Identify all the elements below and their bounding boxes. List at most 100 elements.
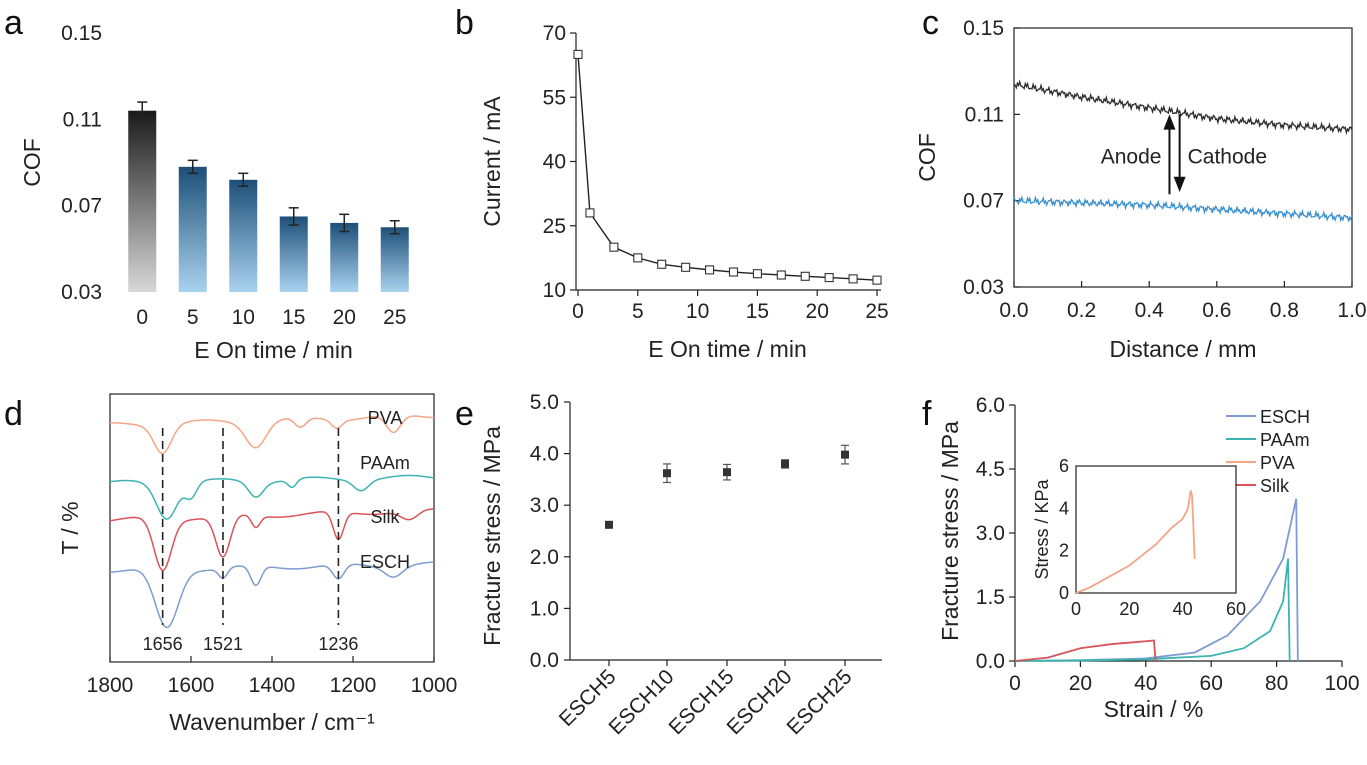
e-data-point — [781, 459, 789, 468]
d-peak-label: 1656 — [143, 634, 183, 654]
b-data-point — [657, 259, 667, 269]
d-xtick-label: 1800 — [87, 674, 134, 697]
d-ylabel: T / % — [57, 501, 83, 554]
panel-c-chart: 0.03 0.07 0.11 0.15 0.0 0.2 0.4 0.6 0.8 1.0 Anode C… — [914, 17, 1367, 362]
b-ytick-label: 70 — [543, 22, 566, 45]
b-series-line — [577, 54, 878, 281]
a-xlabel: E On time / min — [194, 337, 352, 363]
b-xtick-label: 15 — [746, 300, 769, 323]
panel-e-chart: 0.01.02.03.04.05.0ESCH5ESCH10ESCH15ESCH2… — [479, 391, 882, 739]
b-xtick-label: 25 — [865, 300, 888, 323]
panel-d-letter: d — [4, 395, 23, 433]
a-ylabel: COF — [19, 138, 45, 187]
a-xtick-label: 25 — [383, 306, 406, 329]
f-series-line — [1014, 639, 1157, 662]
b-xtick-label: 20 — [806, 300, 829, 323]
f-inset-ytick-label: 6 — [1059, 456, 1069, 476]
e-ytick-label: 4.0 — [530, 443, 559, 466]
a-bar — [380, 227, 409, 292]
c-xtick-label: 0.0 — [999, 299, 1028, 322]
b-ytick-label: 10 — [543, 279, 566, 302]
panel-d-chart: 1800 1600 1400 1200 1000 PVA PAAm Silk ESCH 1656 1… — [57, 393, 457, 735]
d-xlabel: Wavenumber / cm⁻¹ — [169, 709, 375, 735]
c-series-line — [1013, 195, 1353, 223]
c-xtick-label: 0.6 — [1202, 299, 1231, 322]
f-inset-xtick-label: 0 — [1071, 599, 1081, 619]
b-xtick-label: 5 — [632, 300, 644, 323]
b-data-point — [633, 253, 643, 263]
d-peak-label: 1236 — [318, 634, 358, 654]
f-xtick-label: 60 — [1200, 672, 1223, 695]
e-data-point — [723, 468, 731, 477]
a-bar — [229, 179, 258, 292]
b-data-point — [609, 242, 619, 252]
f-legend-label: PVA — [1260, 453, 1295, 473]
d-series-label: Silk — [370, 507, 400, 527]
d-peak-label: 1521 — [203, 634, 243, 654]
f-ytick-label: 4.5 — [976, 458, 1005, 481]
f-ytick-label: 3.0 — [976, 522, 1005, 545]
a-bar — [279, 216, 308, 292]
f-inset-ytick-label: 0 — [1059, 583, 1069, 603]
b-data-point — [705, 265, 715, 275]
b-data-point — [573, 49, 583, 59]
b-data-point — [681, 262, 691, 272]
d-plot-frame — [109, 393, 435, 663]
a-xtick-label: 0 — [136, 306, 148, 329]
b-xlabel: E On time / min — [648, 336, 806, 362]
d-series-label: ESCH — [360, 552, 410, 572]
e-xtick-label: ESCH25 — [782, 665, 856, 739]
panel-a-chart: 0.03 0.07 0.11 0.15 0 5 10 15 20 25 E On time / mi… — [19, 22, 409, 363]
d-xtick-label: 1200 — [330, 674, 377, 697]
f-ytick-label: 1.5 — [976, 586, 1005, 609]
f-xtick-label: 80 — [1265, 672, 1288, 695]
panel-f-chart: 0.01.53.04.56.00 20 40 60 80 100ESCHPAAmPVASi… — [937, 394, 1360, 722]
panel-f-letter: f — [922, 395, 932, 433]
e-ytick-label: 3.0 — [530, 494, 559, 517]
f-xtick-label: 100 — [1324, 672, 1359, 695]
b-data-point — [752, 269, 762, 279]
e-ytick-label: 0.0 — [530, 649, 559, 672]
b-data-point — [824, 273, 834, 283]
c-ytick-label: 0.11 — [965, 103, 1004, 126]
d-series-line — [109, 561, 435, 629]
f-xtick-label: 0 — [1009, 672, 1021, 695]
f-inset-xtick-label: 40 — [1173, 599, 1193, 619]
c-cathode-arrowhead — [1173, 176, 1186, 193]
e-ylabel: Fracture stress / MPa — [479, 426, 505, 646]
f-legend-label: PAAm — [1260, 430, 1310, 450]
f-xlabel: Strain / % — [1104, 696, 1204, 722]
b-data-point — [728, 267, 739, 277]
c-series-line — [1013, 79, 1353, 136]
b-ytick-label: 25 — [543, 215, 566, 238]
a-xtick-label: 5 — [187, 306, 199, 329]
c-ylabel: COF — [914, 133, 940, 182]
panel-e-letter: e — [455, 395, 474, 433]
c-xtick-label: 1.0 — [1337, 299, 1366, 322]
a-xtick-label: 20 — [333, 306, 356, 329]
f-legend-label: Silk — [1260, 476, 1290, 496]
f-legend-label: ESCH — [1260, 407, 1310, 427]
b-data-point — [848, 274, 858, 284]
panel-b-letter: b — [455, 4, 474, 42]
c-ytick-label: 0.03 — [963, 276, 1004, 299]
f-inset-ytick-label: 2 — [1059, 541, 1069, 561]
a-bar — [128, 110, 157, 292]
c-ytick-label: 0.15 — [963, 17, 1004, 40]
c-anode-label: Anode — [1101, 145, 1162, 168]
c-xtick-label: 0.4 — [1135, 299, 1165, 322]
d-xtick-label: 1400 — [249, 674, 296, 697]
e-xtick-label: ESCH20 — [722, 665, 796, 739]
c-cathode-label: Cathode — [1188, 145, 1267, 168]
b-xtick-label: 0 — [572, 300, 584, 323]
b-data-point — [776, 270, 786, 280]
f-ytick-label: 6.0 — [976, 394, 1005, 417]
f-ylabel: Fracture stress / MPa — [937, 421, 963, 641]
f-inset-xtick-label: 20 — [1119, 599, 1139, 619]
c-xlabel: Distance / mm — [1110, 336, 1257, 362]
f-inset-series-line — [1075, 490, 1196, 594]
b-xtick-label: 10 — [686, 300, 709, 323]
f-inset-ytick-label: 4 — [1059, 498, 1069, 518]
d-series-label: PAAm — [360, 453, 410, 473]
